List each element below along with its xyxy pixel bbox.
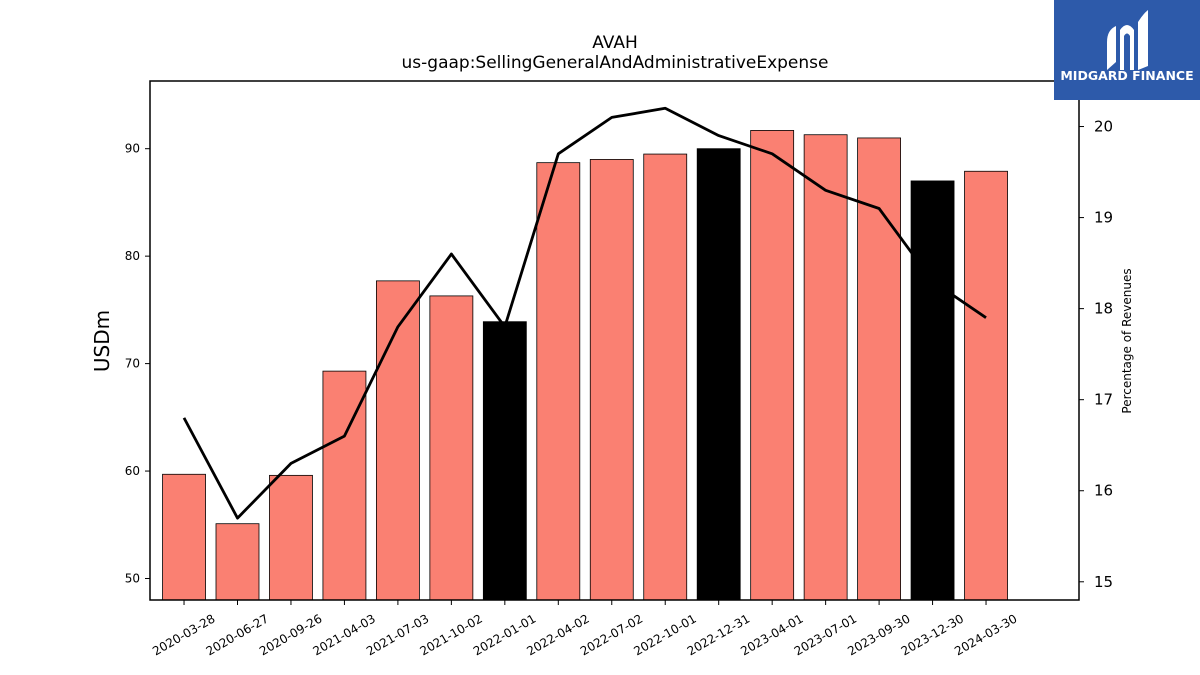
y2-axis: 15 16 17 18 19 20 [1079,118,1113,591]
bar-2023-04-01 [750,130,795,601]
y2-tick-label-19: 19 [1094,209,1113,227]
y-tick-label-50: 50 [125,572,140,586]
line-path [182,106,987,520]
bar-2024-03-30 [964,170,1008,601]
bar-2022-04-02 [536,162,581,601]
bar-2021-10-02 [429,295,474,601]
logo-text: MIDGARD FINANCE [1060,68,1193,83]
y-tick-label-60: 60 [125,464,140,478]
bar-2023-12-30 [910,180,955,601]
y-tick-label-80: 80 [125,249,140,263]
bar-2020-09-26 [269,474,313,601]
y-axis-label: USDm [90,310,114,372]
x-axis: 2020-03-282020-06-272020-09-262021-04-03… [150,600,1020,658]
y-tick-label-70: 70 [125,357,140,371]
y2-tick-label-17: 17 [1094,391,1113,409]
bar-2021-07-03 [375,280,420,601]
chart-subtitle: us-gaap:SellingGeneralAndAdministrativeE… [402,53,829,73]
bar-2022-10-01 [643,153,688,601]
chart-title: AVAH [592,33,638,53]
logo-background [1054,0,1200,100]
bar-2023-09-30 [857,137,901,601]
logo-mark-icon [1107,10,1148,70]
logo: MIDGARD FINANCE [1054,0,1200,100]
y-tick-label-90: 90 [125,142,140,156]
bar-2023-07-01 [803,134,848,601]
y2-tick-label-18: 18 [1094,300,1113,318]
bar-2022-12-31 [696,148,741,601]
line-series [182,106,987,520]
bar-2022-01-01 [482,321,527,601]
y2-axis-label: Percentage of Revenues [1120,268,1134,413]
y2-tick-label-16: 16 [1094,482,1113,500]
bar-2020-03-28 [162,473,206,601]
plot-frame [149,80,1080,601]
y2-tick-label-20: 20 [1094,118,1113,136]
y-axis: 50 60 70 80 90 [125,142,150,586]
bar-2022-07-02 [589,159,634,601]
bar-series [162,130,1008,601]
bar-2020-06-27 [215,523,260,601]
y2-tick-label-15: 15 [1094,573,1113,591]
